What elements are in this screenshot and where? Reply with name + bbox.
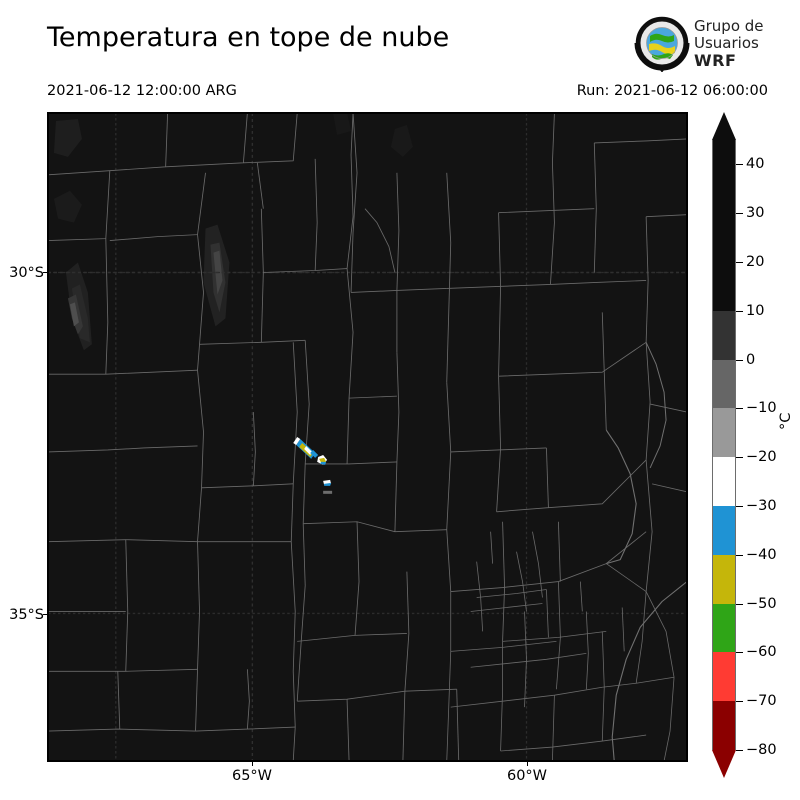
colorbar-tick-mark [736,408,743,410]
colorbar-tick-label: −50 [746,595,777,612]
colorbar-tick-mark [736,652,743,654]
x-tick-label-0: 65°W [231,768,273,784]
y-tick-mark-0 [43,272,47,273]
colorbar-gradient [712,140,736,750]
colorbar-tick-mark [736,310,743,312]
colorbar-segment [712,603,736,653]
colorbar-tick-mark [736,554,743,556]
y-tick-mark-1 [43,614,47,615]
colorbar-tick-label: −80 [746,742,777,758]
colorbar-segment [712,701,736,750]
cloud-cell-faint [323,490,333,494]
colorbar-tick-mark [736,213,743,215]
cloud-cell-small [323,479,332,486]
colorbar-segment [712,554,736,604]
weak-cloud-patches [53,113,413,351]
cloud-cell-streak [293,437,319,459]
colorbar-segment [712,505,736,555]
map-border [48,113,687,761]
y-tick-label-1: 35°S [9,607,44,623]
graticule-major [48,113,687,761]
colorbar-tick-mark [736,164,743,166]
colorbar-tick-mark [736,750,743,751]
map-canvas [48,113,687,761]
colorbar-unit-label: °C [778,412,794,430]
colorbar-tick-mark [736,359,743,361]
colorbar-tick-mark [736,701,743,703]
colorbar-tick-label: 30 [746,205,765,222]
y-tick-label-0: 30°S [9,265,44,281]
run-time-label: Run: 2021-06-12 06:00:00 [576,83,768,99]
colorbar[interactable]: 40 30 20 10 0 −10 −20 −30 −40 −50 −60 −70 −80 °C [712,112,800,778]
colorbar-tick-label: −40 [746,546,777,563]
valid-time-label: 2021-06-12 12:00:00 ARG [47,83,237,99]
colorbar-tick-label: −60 [746,644,777,661]
colorbar-segment [712,140,736,311]
cloud-cell-blob [317,454,328,465]
x-tick-mark-1 [527,762,528,766]
x-tick-label-1: 60°W [506,768,548,784]
colorbar-tick-mark [736,603,743,605]
x-tick-mark-0 [252,762,253,766]
logo-line-1: Grupo de [694,17,764,35]
colorbar-tick-label: 20 [746,254,765,270]
colorbar-tick-label: −10 [746,400,777,417]
colorbar-tick-label: 40 [746,156,765,173]
colorbar-tick-label: −20 [746,449,777,466]
colorbar-segment [712,652,736,702]
wrf-user-group-logo: Grupo de Usuarios WRF [634,16,784,78]
colorbar-segment [712,457,736,506]
logo-line-3: WRF [694,51,737,70]
colorbar-over-arrow [712,112,736,140]
colorbar-segment [712,408,736,458]
logo-text: Grupo de Usuarios WRF [694,17,764,70]
colorbar-tick-mark [736,262,743,263]
logo-line-2: Usuarios [694,34,759,52]
globe-emblem-icon [634,16,690,72]
colorbar-tick-label: −70 [746,693,777,710]
colorbar-segment [712,359,736,409]
colorbar-segment [712,310,736,360]
colorbar-tick-label: 0 [746,351,756,368]
colorbar-tick-label: −30 [746,498,777,514]
admin-boundaries [48,113,687,761]
map-background [48,113,687,761]
colorbar-tick-label: 10 [746,302,765,319]
colorbar-tick-mark [736,457,743,459]
page-title: Temperatura en tope de nube [47,22,450,53]
colorbar-tick-mark [736,506,743,507]
map-panel[interactable] [47,112,688,762]
colorbar-under-arrow [712,750,736,778]
